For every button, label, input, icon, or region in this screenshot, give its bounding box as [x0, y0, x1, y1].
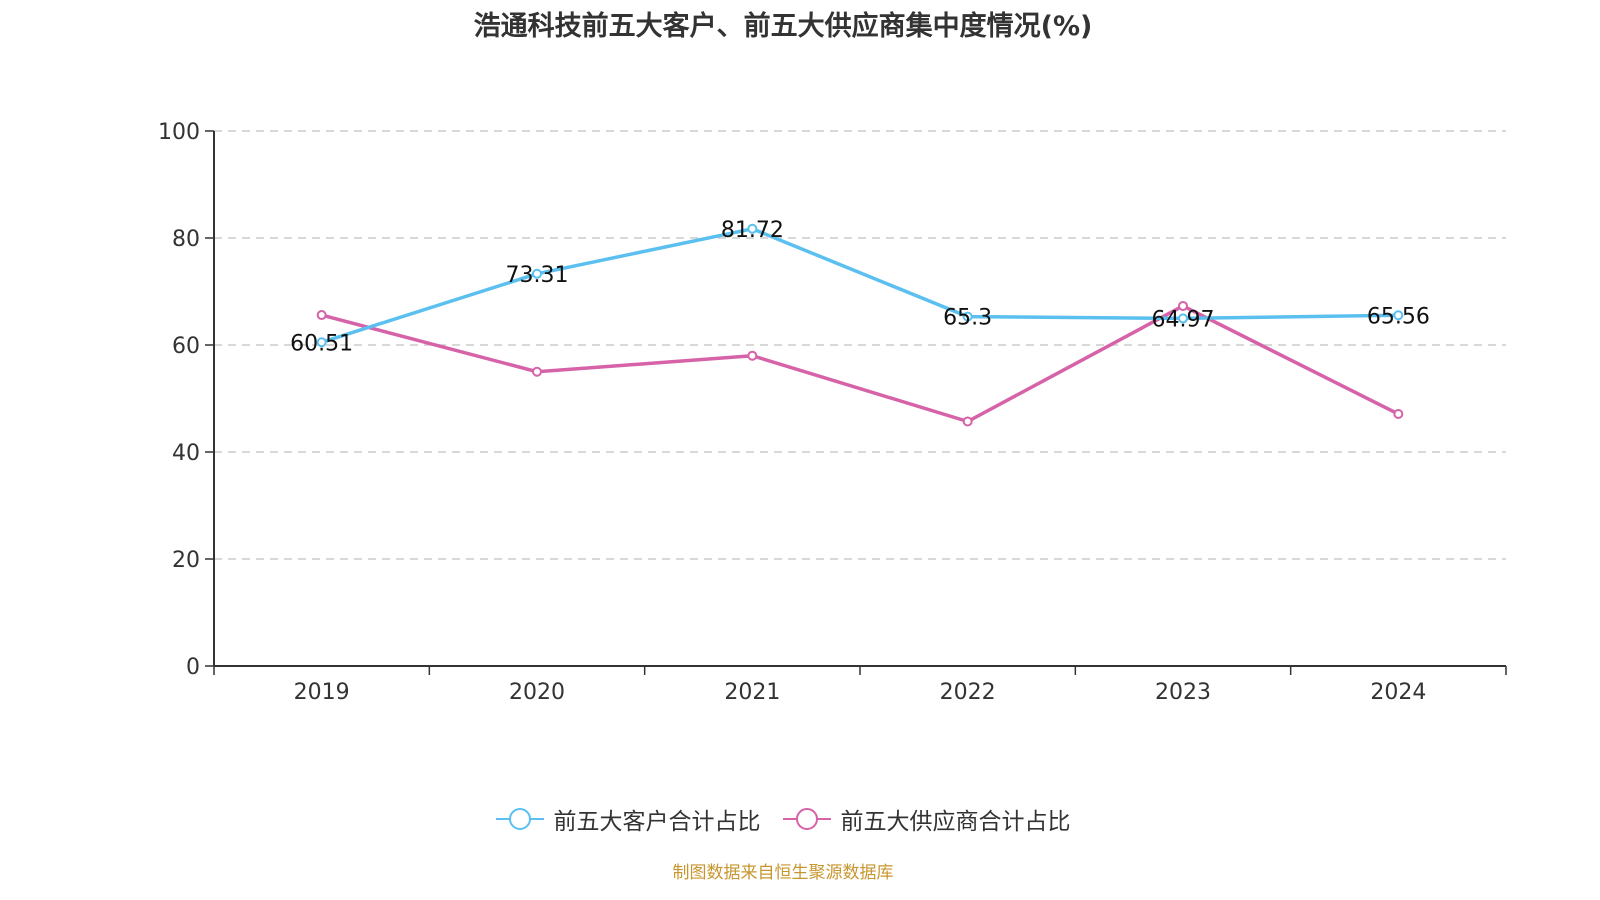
data-label: 65.56	[1367, 304, 1430, 329]
y-tick-label: 60	[172, 334, 200, 359]
x-tick-label: 2020	[509, 680, 565, 705]
data-label: 64.97	[1152, 307, 1215, 332]
data-point	[1178, 313, 1188, 324]
data-point	[316, 310, 327, 321]
y-tick-label: 40	[172, 441, 200, 466]
data-labels: 60.51 73.31 81.72 65.3 64.97 65.56	[290, 218, 1430, 356]
legend-label: 前五大供应商合计占比	[840, 809, 1071, 835]
y-tick-label: 0	[186, 655, 200, 680]
x-axis: 2019 2020 2021 2022 2023 2024	[213, 665, 1507, 705]
data-point	[1393, 409, 1404, 420]
y-tick-label: 20	[172, 548, 200, 573]
y-axis: 0 20 40 60 80 100	[158, 120, 215, 680]
data-point	[962, 311, 973, 322]
data-point	[747, 350, 758, 361]
series-line	[321, 304, 1400, 424]
x-tick-label: 2023	[1155, 680, 1211, 705]
x-tick-label: 2022	[940, 680, 996, 705]
y-tick-label: 80	[172, 227, 200, 252]
data-label: 60.51	[290, 331, 353, 356]
data-label: 81.72	[721, 218, 784, 243]
data-point	[747, 223, 758, 234]
y-tick-label: 100	[158, 120, 200, 145]
series-group	[316, 223, 1404, 427]
data-point	[532, 366, 542, 377]
legend-label: 前五大客户合计占比	[553, 809, 761, 835]
series-line	[321, 227, 1399, 344]
x-tick-label: 2019	[294, 680, 350, 705]
grid-lines	[214, 130, 1506, 560]
legend-line-circle-icon	[495, 808, 544, 830]
data-point	[962, 416, 973, 427]
legend-item-customers[interactable]: 前五大客户合计占比	[495, 802, 761, 836]
data-point	[1393, 310, 1404, 321]
data-label: 73.31	[506, 263, 569, 288]
legend: 前五大客户合计占比 前五大供应商合计占比	[0, 802, 1566, 836]
chart-title: 浩通科技前五大客户、前五大供应商集中度情况(%)	[473, 11, 1093, 42]
legend-item-suppliers[interactable]: 前五大供应商合计占比	[782, 802, 1071, 836]
data-point	[532, 268, 542, 279]
legend-line-circle-icon	[782, 808, 831, 830]
data-label: 65.3	[943, 306, 992, 331]
data-point	[316, 337, 327, 348]
x-tick-label: 2021	[724, 680, 780, 705]
source-footer: 制图数据来自恒生聚源数据库	[672, 863, 894, 883]
data-point	[1178, 300, 1188, 311]
x-tick-label: 2024	[1370, 680, 1426, 705]
